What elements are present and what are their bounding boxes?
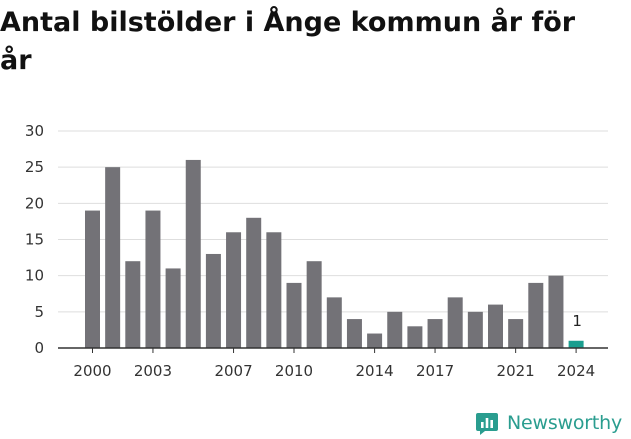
bar-2017 bbox=[427, 319, 443, 348]
x-tick-label: 2000 bbox=[73, 362, 111, 380]
bar-2013 bbox=[346, 319, 362, 348]
y-tick-label: 5 bbox=[34, 303, 44, 321]
bar-2021 bbox=[508, 319, 524, 348]
x-tick-label: 2007 bbox=[214, 362, 252, 380]
y-tick-label: 20 bbox=[25, 194, 44, 212]
bar-2014 bbox=[367, 333, 383, 348]
bar-2024 bbox=[568, 340, 584, 348]
bar-2005 bbox=[185, 159, 201, 348]
bar-2007 bbox=[226, 232, 242, 348]
bar-2011 bbox=[306, 261, 322, 348]
y-tick-label: 15 bbox=[25, 231, 44, 249]
bar-2000 bbox=[85, 210, 100, 348]
bar-2012 bbox=[326, 297, 342, 348]
x-tick-label: 2014 bbox=[356, 362, 394, 380]
bar-2015 bbox=[387, 311, 403, 348]
bar-2010 bbox=[286, 282, 302, 348]
bar-2003 bbox=[145, 210, 161, 348]
bar-2002 bbox=[125, 261, 141, 348]
brand-name: Newsworthy bbox=[507, 412, 623, 434]
bar-2020 bbox=[488, 304, 503, 348]
y-tick-label: 0 bbox=[34, 339, 44, 357]
y-tick-label: 25 bbox=[25, 158, 44, 176]
x-tick-label: 2017 bbox=[416, 362, 454, 380]
bar-2009 bbox=[266, 232, 282, 348]
x-tick-label: 2021 bbox=[497, 362, 535, 380]
data-label-2024: 1 bbox=[572, 312, 582, 330]
bar-2022 bbox=[528, 282, 544, 348]
chart-title: Antal bilstölder i Ånge kommun år för år bbox=[0, 7, 576, 76]
bar-2001 bbox=[105, 167, 121, 348]
bar-2004 bbox=[165, 268, 181, 348]
y-tick-label: 30 bbox=[25, 122, 44, 140]
bar-2019 bbox=[467, 311, 483, 348]
y-tick-label: 10 bbox=[25, 267, 44, 285]
bar-2018 bbox=[447, 297, 463, 348]
bar-2016 bbox=[407, 326, 423, 348]
bar-2006 bbox=[205, 253, 221, 348]
x-tick-label: 2024 bbox=[557, 362, 595, 380]
bar-2023 bbox=[548, 275, 564, 348]
bar-2008 bbox=[246, 217, 262, 348]
newsworthy-logo-icon bbox=[476, 413, 498, 435]
x-tick-label: 2003 bbox=[134, 362, 172, 380]
bar-chart: 0 5 10 15 20 25 30 1 2000 2003 2007 2010 2014 2017 202… bbox=[25, 122, 608, 380]
x-tick-label: 2010 bbox=[275, 362, 313, 380]
brand-logo[interactable]: Newsworthy bbox=[475, 407, 622, 439]
